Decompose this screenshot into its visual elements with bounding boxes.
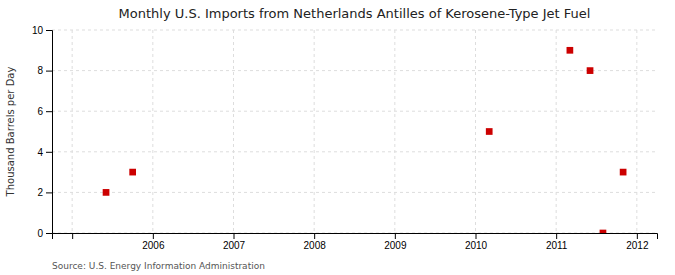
y-axis: 0 2 4 6 8 10 [32,25,53,239]
point [587,67,594,74]
tick: 2009 [384,233,407,251]
tick-label: 8 [37,65,43,76]
tick-label: 2009 [384,240,407,251]
tick: 8 [37,65,52,76]
grid-line [72,30,73,233]
point [129,169,136,176]
tick: 2010 [465,233,488,251]
tick-mark [46,192,52,193]
tick: 2006 [142,233,165,251]
tick-mark [72,233,73,239]
tick-label: 2011 [546,240,568,251]
y-axis-title: Thousand Barrels per Day [5,67,16,198]
grid-line [475,30,476,233]
tick-label: 2010 [465,240,488,251]
point [567,47,574,54]
grid-line [52,192,657,193]
tick-label: 4 [37,147,43,158]
axis-line [53,234,658,240]
tick: 2 [37,187,52,198]
tick-label: 2012 [626,240,649,251]
grid-line [314,30,315,233]
tick-label: 6 [37,106,43,117]
axis-line [46,31,53,234]
title: Monthly U.S. Imports from Netherlands An… [119,6,591,21]
grid-line [52,70,657,71]
tick-mark [46,152,52,153]
source: Source: U.S. Energy Information Administ… [52,261,265,271]
point [103,189,110,196]
tick-label: 2008 [304,240,327,251]
grid [52,30,657,233]
tick-label: 2006 [142,240,165,251]
plot: 2006 2007 2008 2009 2010 2011 2012 0 2 4 6 8 10 [32,25,658,251]
tick-label: 10 [32,25,44,36]
tick: 6 [37,106,52,117]
tick: 2008 [304,233,327,251]
grid-line [52,111,657,112]
point [620,169,627,176]
point [600,230,607,233]
grid-line [636,30,637,233]
tick-mark [153,233,154,239]
tick-label: 2007 [223,240,246,251]
tick: 2011 [546,233,568,251]
x-axis: 2006 2007 2008 2009 2010 2011 2012 [53,233,658,251]
tick-mark [234,233,235,239]
tick-mark [46,71,52,72]
tick-mark [556,233,557,239]
tick-mark [46,233,52,234]
grid-line [233,30,234,233]
tick [72,233,73,239]
tick-mark [314,233,315,239]
tick-mark [46,111,52,112]
tick-mark [395,233,396,239]
tick: 10 [32,25,52,36]
tick: 0 [37,228,52,239]
tick-label: 0 [37,228,43,239]
tick-label: 2 [37,187,43,198]
tick-mark [637,233,638,239]
tick-mark [46,30,52,31]
tick: 2007 [223,233,246,251]
chart: 2006 2007 2008 2009 2010 2011 2012 0 2 4 6 8 10 Month… [0,0,675,275]
grid-line [52,30,657,31]
point [486,128,493,135]
tick: 4 [37,147,52,158]
points [103,47,627,233]
grid-line [556,30,557,233]
tick-mark [476,233,477,239]
grid-line [52,151,657,152]
grid-line [152,30,153,233]
tick: 2012 [626,233,649,251]
grid-line [394,30,395,233]
